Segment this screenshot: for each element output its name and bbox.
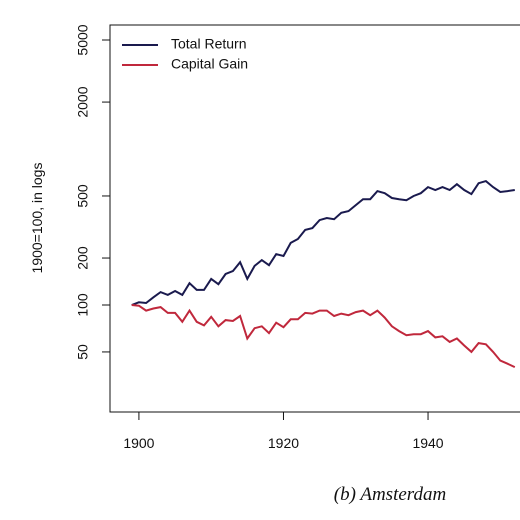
legend-label: Total Return — [171, 36, 246, 52]
plot-area — [131, 179, 516, 369]
y-tick-label: 50 — [75, 344, 91, 360]
legend-label: Capital Gain — [171, 56, 248, 72]
line-series — [131, 179, 515, 306]
plot-frame — [109, 24, 520, 413]
y-tick-label: 500 — [75, 184, 91, 208]
y-tick-label: 200 — [75, 246, 91, 270]
x-tick-label: 1920 — [268, 435, 299, 451]
x-tick-label: 1900 — [123, 435, 154, 451]
x-tick-label: 1940 — [412, 435, 443, 451]
y-tick-label: 2000 — [75, 86, 91, 117]
caption: (b) Amsterdam — [334, 484, 446, 505]
y-tick-label: 5000 — [75, 24, 91, 55]
y-axis-label: 1900=100, in logs — [29, 163, 45, 274]
line-series — [131, 304, 516, 369]
y-tick-label: 100 — [75, 293, 91, 317]
